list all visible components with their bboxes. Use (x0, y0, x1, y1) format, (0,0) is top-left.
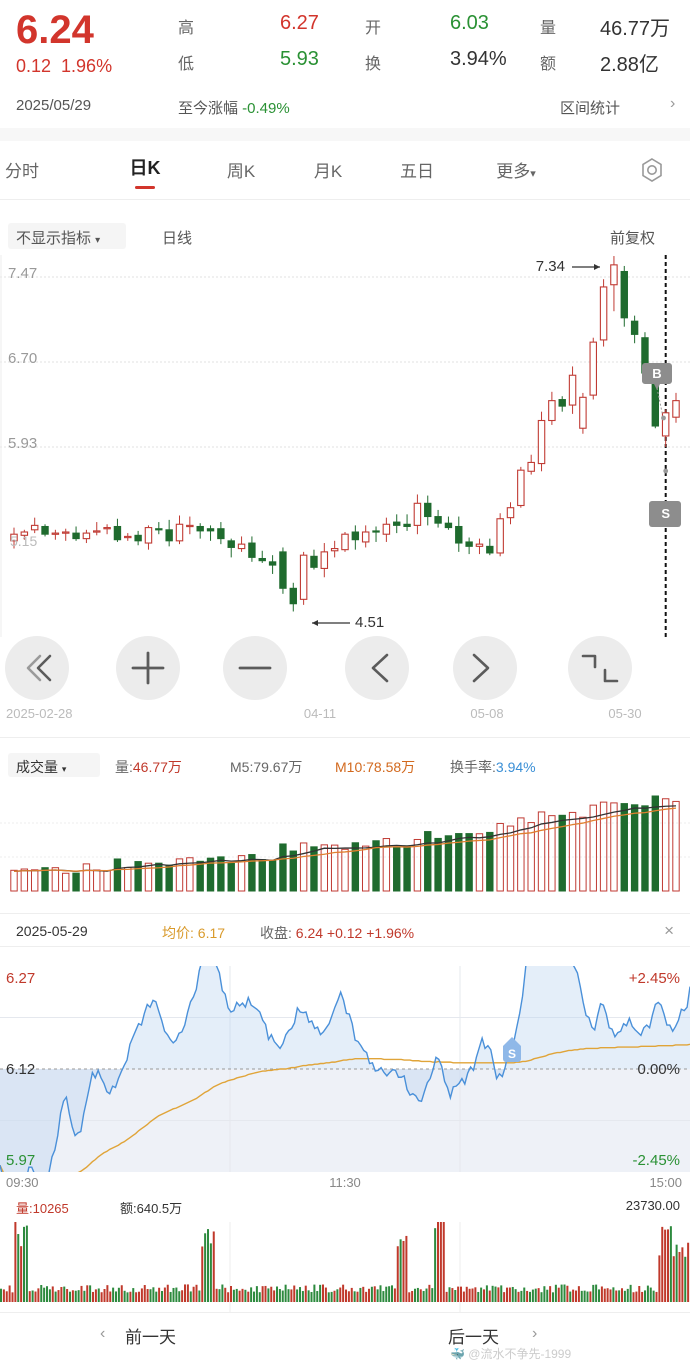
svg-text:B: B (652, 366, 661, 381)
svg-text:7.34: 7.34 (536, 258, 565, 275)
svg-text:S: S (508, 1047, 516, 1061)
svg-text:S: S (661, 506, 670, 521)
svg-text:4.51: 4.51 (355, 614, 384, 631)
